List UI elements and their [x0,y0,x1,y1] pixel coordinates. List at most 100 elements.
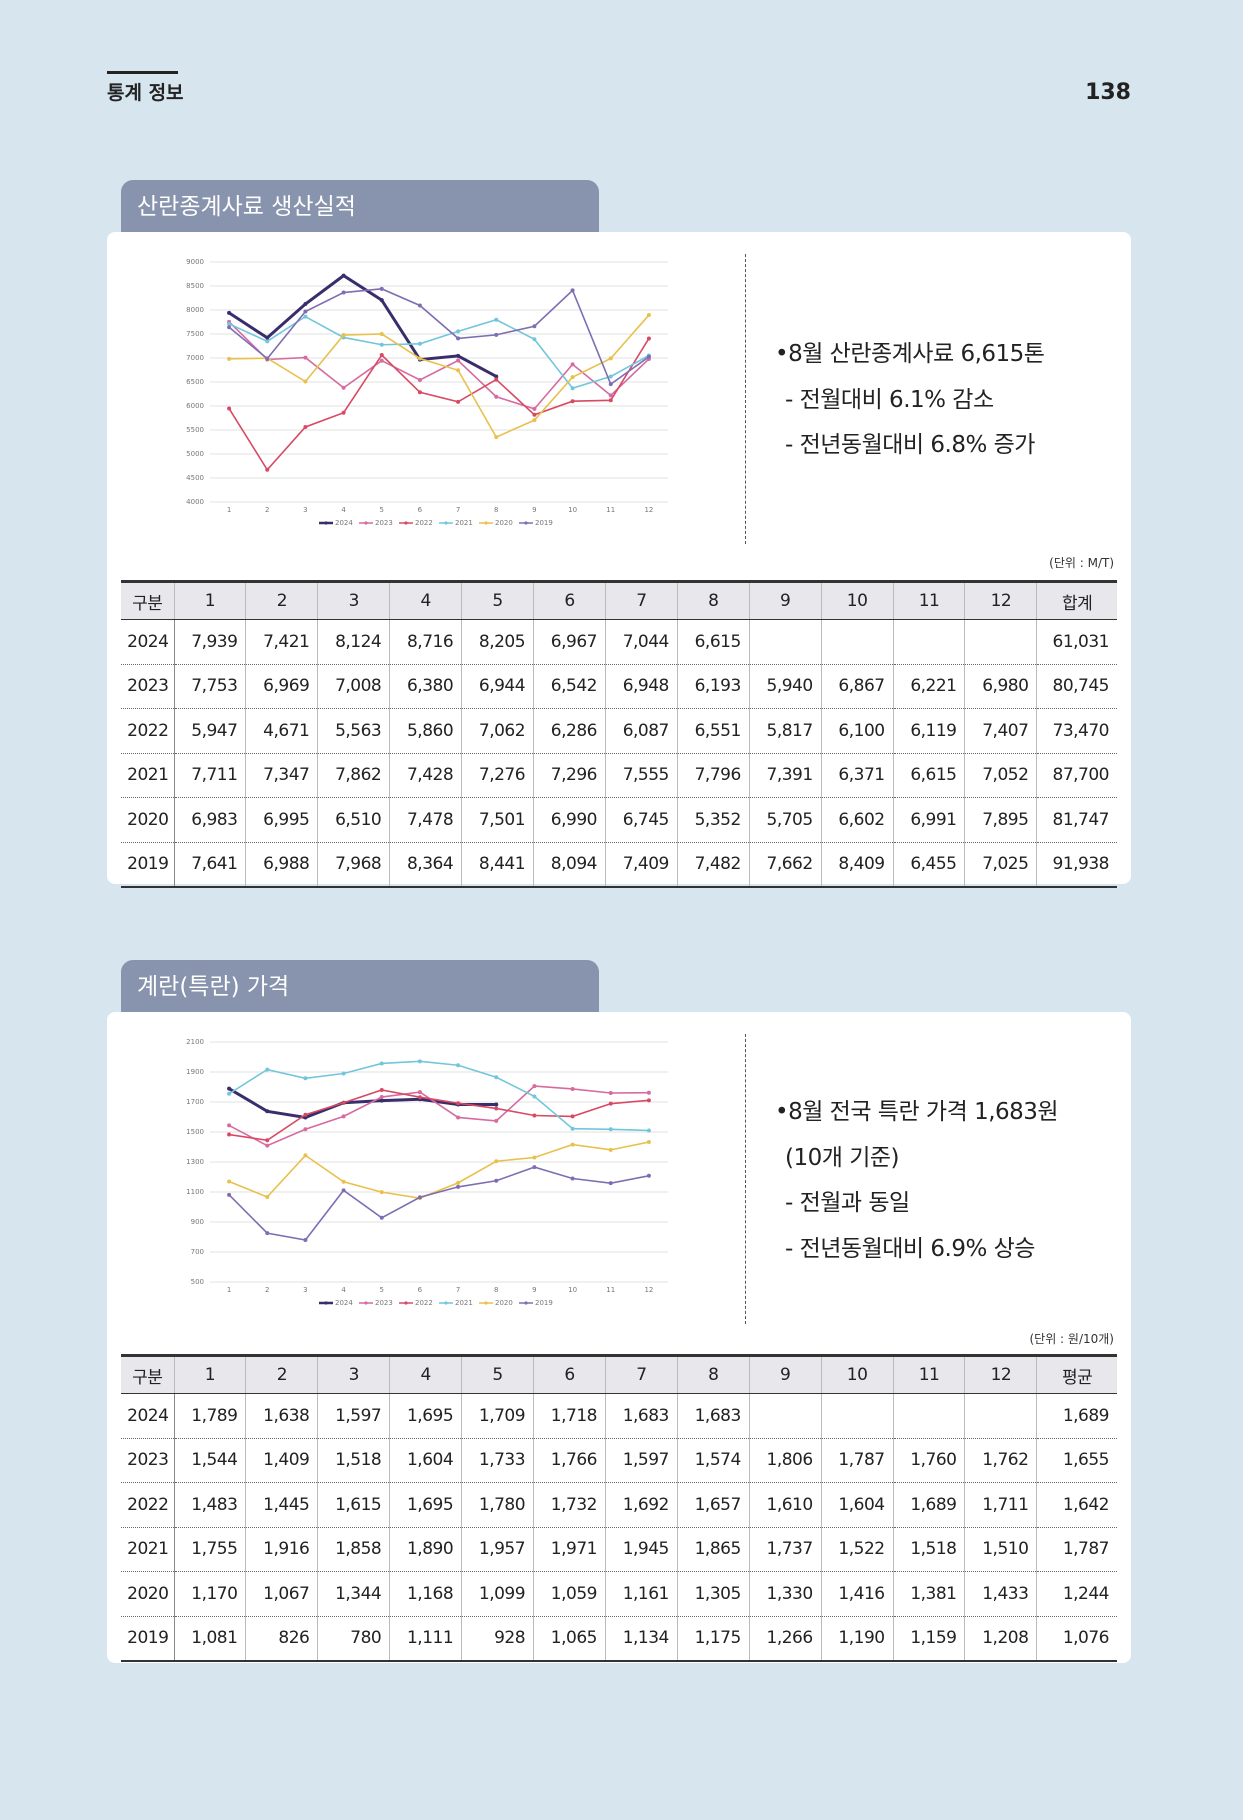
point [646,1140,651,1145]
x-tick-label: 8 [494,1286,498,1294]
table-cell: 87,700 [1036,753,1117,798]
point [532,406,537,411]
table-cell: 1,099 [461,1571,534,1617]
legend-label: 2019 [535,1299,553,1307]
x-tick-label: 5 [380,506,384,514]
table-cell [748,1393,822,1439]
header-cell: 8 [676,1354,750,1394]
table-cell: 73,470 [1036,708,1117,754]
table-cell: 8,094 [533,842,606,888]
y-tick-label: 7500 [186,330,204,338]
x-tick-label: 4 [341,1286,346,1294]
point [608,398,613,403]
point [303,1112,308,1117]
table-row: 2023 7,753 6,969 7,008 6,380 6,944 6,542 6,948 6… [121,664,1117,709]
bullet: - 전년동월대비 6.9% 상승 [785,1235,1035,1262]
table-cell: 4,671 [245,708,318,754]
table-cell: 1,168 [389,1571,462,1617]
point [227,1091,232,1096]
table-cell: 8,441 [461,842,534,888]
point [417,377,422,382]
header-cell: 10 [820,580,894,620]
point [341,1071,346,1076]
table-cell: 7,555 [604,753,678,798]
point [608,1127,613,1132]
legend-dot [444,521,448,525]
legend-label: 2021 [455,519,473,527]
point [646,336,651,341]
point [570,288,575,293]
table-cell: 1,732 [533,1482,606,1528]
table-cell: 1,433 [964,1571,1037,1617]
legend-label: 2020 [495,1299,513,1307]
table-cell: 1,733 [461,1438,534,1483]
legend-label: 2024 [335,519,353,527]
point [379,1215,384,1220]
table-row: 2022 5,947 4,671 5,563 5,860 7,062 6,286 6,087 6… [121,708,1117,754]
table-cell: 2019 [121,1616,175,1662]
point [265,1109,270,1114]
x-tick-label: 8 [494,506,498,514]
point [494,435,499,440]
header-cell: 6 [533,1354,606,1394]
table: 구분 1 2 3 4 5 6 7 8 9 10 11 12 평균 2024 1,789 1,638 1,597 1,… [121,1354,1117,1662]
table-cell: 1,760 [892,1438,965,1483]
point [456,1184,461,1189]
point [265,356,270,361]
table-cell: 1,615 [317,1482,390,1528]
table-cell: 1,445 [245,1482,318,1528]
table-cell: 1,971 [533,1527,606,1572]
table-cell: 1,159 [892,1616,965,1662]
table-cell [748,619,822,665]
table-cell: 1,344 [317,1571,390,1617]
point [417,390,422,395]
table-cell: 7,008 [317,664,390,709]
table-cell: 1,695 [389,1482,462,1528]
section-card: 4000 4500 5000 5500 6000 6500 7000 7500 8000 8500… [107,232,1131,888]
unit: (단위 : 원/10개) [1029,1332,1114,1346]
table-cell: 7,711 [173,753,246,798]
y-tick-label: 4500 [186,474,204,482]
point [456,1063,461,1068]
y-tick-label: 9000 [186,258,204,266]
point [227,310,232,315]
point [303,309,308,314]
point [341,410,346,415]
header-row: 구분 1 2 3 4 5 6 7 8 9 10 11 12 합계 [121,580,1117,620]
series-line [229,314,650,439]
point [379,353,384,358]
series-line [228,288,650,386]
point [532,1094,537,1099]
y-tick-label: 5500 [186,426,204,434]
table-cell: 1,655 [1036,1438,1117,1483]
point [227,1086,232,1091]
point [379,342,384,347]
header-cell: 7 [604,580,678,620]
point [417,341,422,346]
y-tick-label: 8000 [186,306,204,314]
x-tick-label: 1 [227,1286,231,1294]
divider [745,254,746,544]
table-cell: 1,409 [245,1438,318,1483]
point [456,1180,461,1185]
y-tick-label: 6500 [186,378,204,386]
table-cell: 6,551 [676,708,750,754]
header-cell: 9 [748,1354,822,1394]
point [494,1075,499,1080]
series-line [228,1089,649,1142]
point [303,424,308,429]
point [341,290,346,295]
table-cell: 8,716 [389,619,462,665]
table-cell: 1,916 [245,1527,318,1572]
table-cell [964,1393,1037,1439]
series-line [228,1141,650,1199]
point [570,386,575,391]
table-cell: 1,266 [748,1616,822,1662]
table-cell: 1,381 [892,1571,965,1617]
table-cell: 7,407 [964,708,1037,754]
table-cell: 7,062 [461,708,534,754]
table-cell: 2020 [121,797,175,843]
point [303,379,308,384]
table-cell: 1,787 [820,1438,894,1483]
point [608,1147,613,1152]
